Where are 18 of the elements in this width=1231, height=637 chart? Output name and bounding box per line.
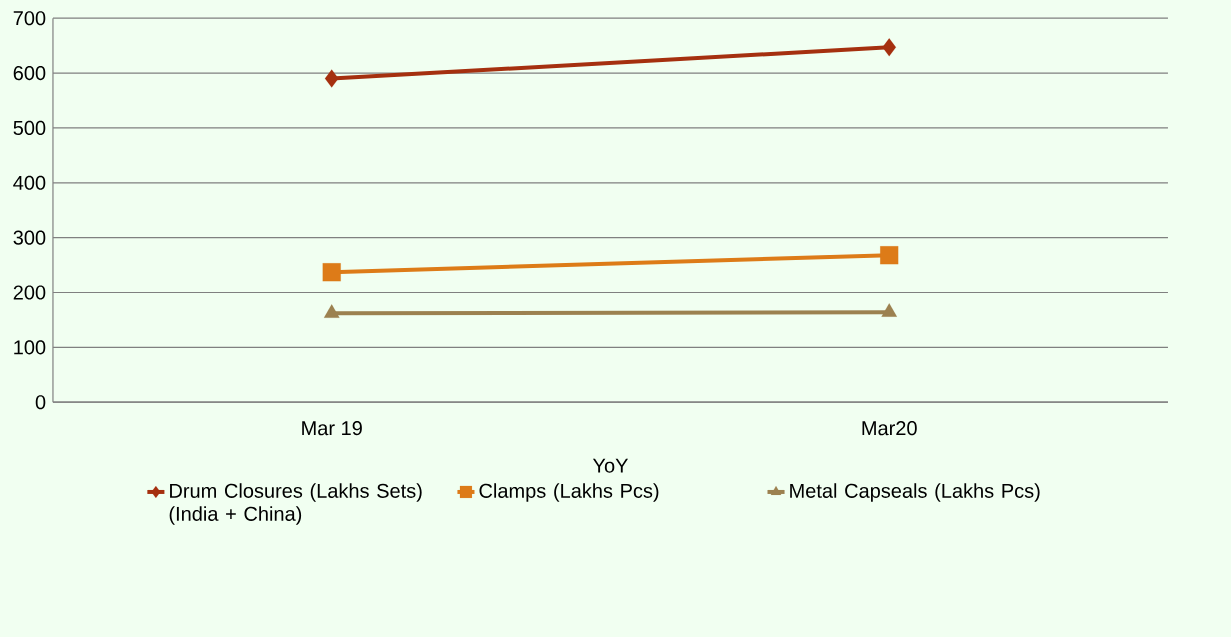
y-tick-label: 600 <box>13 65 46 81</box>
point <box>322 263 341 282</box>
legend-label: Metal Capseals (Lakhs Pcs) <box>790 483 1040 502</box>
y-tick-label: 100 <box>14 340 46 355</box>
y-tick-label: 500 <box>13 120 46 135</box>
point <box>882 38 897 57</box>
point <box>324 69 339 88</box>
x-tick-label: Mar 19 <box>302 421 362 436</box>
y-tick-label: 700 <box>13 11 46 26</box>
x-axis-title: YoY <box>592 458 629 473</box>
y-tick-label: 300 <box>13 230 46 245</box>
point <box>880 246 899 265</box>
y-tick-label: 400 <box>13 175 46 190</box>
legend-label: Drum Closures (Lakhs Sets) (India + China) <box>169 483 422 525</box>
legend-label: Clamps (Lakhs Pcs) <box>479 483 659 502</box>
y-tick-label: 0 <box>35 395 46 410</box>
x-tick-label: Mar20 <box>862 421 917 436</box>
y-tick-label: 200 <box>13 285 46 300</box>
